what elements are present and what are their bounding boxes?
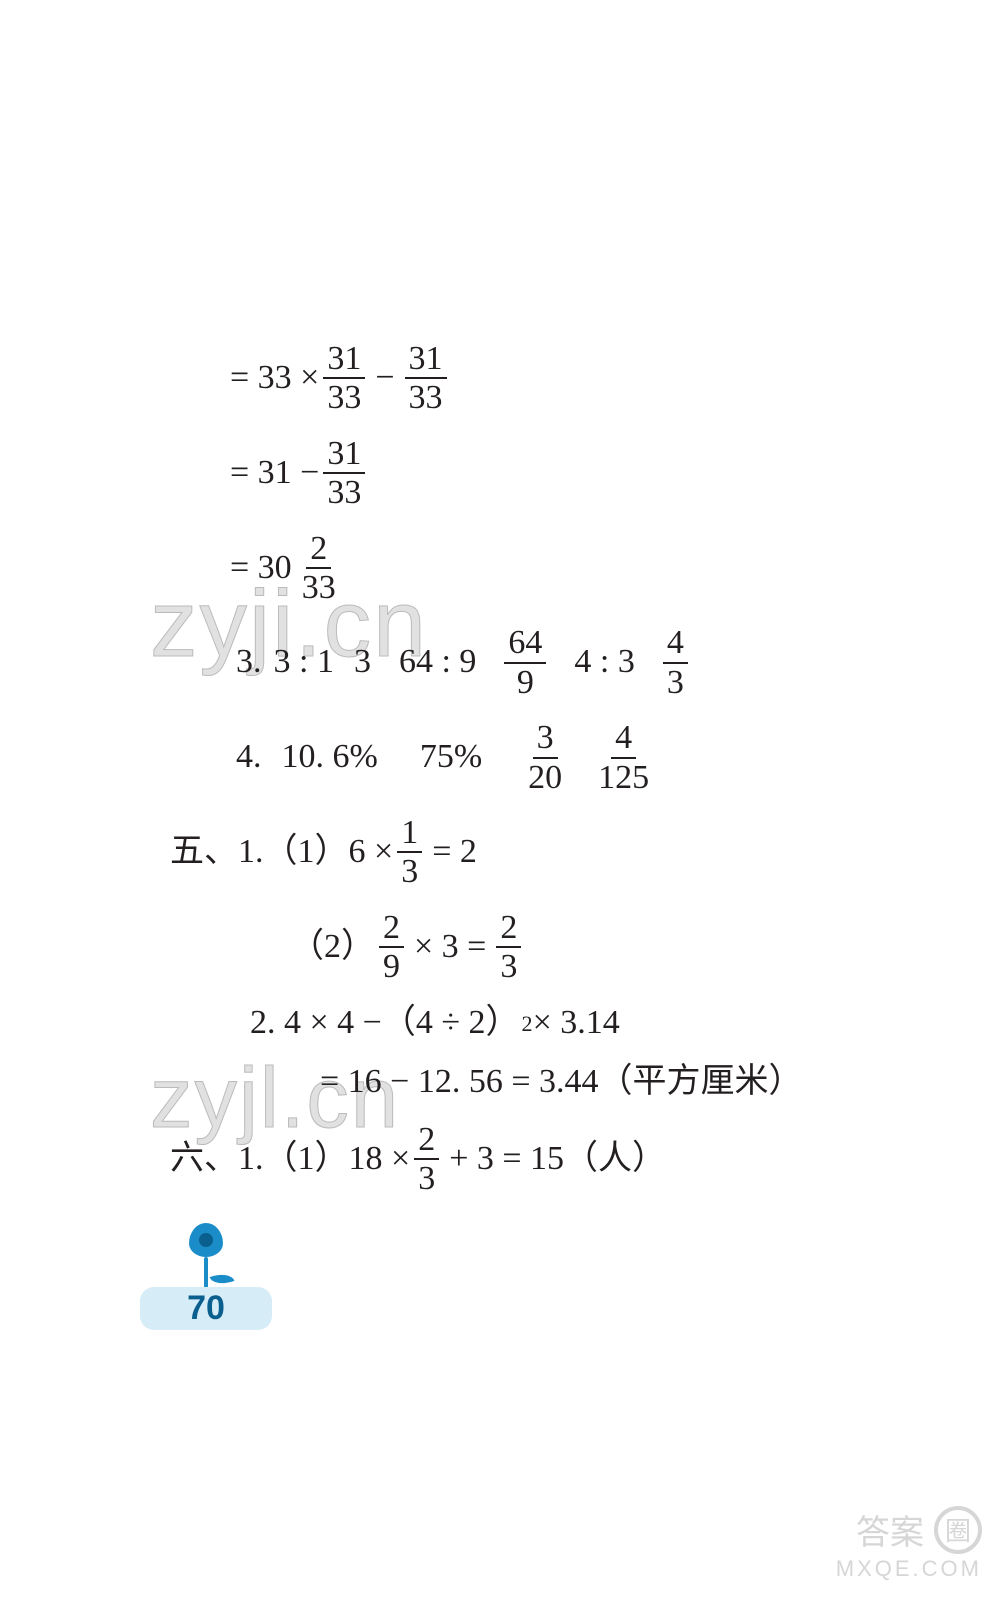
row3-a: 3 : 1 [274, 642, 334, 683]
eq3-lead: = 30 [230, 548, 292, 589]
row4-f2-den: 125 [594, 759, 653, 796]
row4-f1-num: 3 [533, 719, 558, 758]
corner-subtext: MXQE.COM [836, 1556, 982, 1582]
eq2-frac1: 31 33 [323, 435, 365, 512]
sec5d-text: = 16 − 12. 56 = 3.44（平方厘米） [320, 1062, 803, 1103]
sec6-tail: + 3 = 15（人） [449, 1139, 666, 1180]
page-badge: 70 [140, 1223, 272, 1330]
row3-f2-num: 4 [663, 624, 688, 663]
eq2-f1-num: 31 [323, 435, 365, 474]
sec5b-f1-num: 2 [379, 909, 404, 948]
sec5b-mid: × 3 = [414, 927, 486, 968]
equation-line-3: = 30 2 33 [230, 530, 940, 607]
sec6-f1-num: 2 [414, 1121, 439, 1160]
row3-c: 64 : 9 [399, 642, 476, 683]
eq1-lead: = 33 × [230, 358, 319, 399]
row3-frac1: 64 9 [504, 624, 546, 701]
sec5-lead: 五、1.（1）6 × [170, 832, 393, 873]
section-5-1-1: 五、1.（1）6 × 1 3 = 2 [170, 814, 940, 891]
section-6-1-1: 六、1.（1）18 × 2 3 + 3 = 15（人） [170, 1121, 940, 1198]
corner-watermark: 答案 圈 MXQE.COM [836, 1505, 982, 1582]
eq1-minus: − [375, 358, 394, 399]
sec5b-lead: （2） [290, 927, 375, 968]
sec5c-text: 2. 4 × 4 −（4 ÷ 2） [250, 1003, 520, 1044]
row4-frac2: 4 125 [594, 719, 653, 796]
sec5c-tail: × 3.14 [533, 1003, 620, 1044]
sec5c-sup: 2 [522, 1011, 533, 1038]
math-content: = 33 × 31 33 − 31 33 = 31 − 31 33 = 30 2… [200, 340, 940, 1216]
flower-icon [189, 1223, 223, 1257]
corner-circle-icon: 圈 [934, 1506, 982, 1554]
row4-lead: 4. [236, 737, 262, 778]
sec5-tail: = 2 [432, 832, 477, 873]
eq1-f2-den: 33 [405, 379, 447, 416]
leaf-icon [210, 1270, 235, 1289]
section-5-2a: 2. 4 × 4 −（4 ÷ 2） 2 × 3.14 [250, 1003, 940, 1044]
row4-b: 75% [420, 737, 482, 778]
eq3-f1-den: 33 [298, 569, 340, 606]
eq3-frac: 2 33 [298, 530, 340, 607]
row4-frac1: 3 20 [524, 719, 566, 796]
sec6-f1-den: 3 [414, 1160, 439, 1197]
row4-f2-num: 4 [611, 719, 636, 758]
row3-f1-den: 9 [513, 664, 538, 701]
row-4: 4. 10. 6% 75% 3 20 4 125 [230, 719, 940, 796]
sec5b-f1-den: 9 [379, 948, 404, 985]
eq1-f1-num: 31 [323, 340, 365, 379]
row3-d: 4 : 3 [574, 642, 634, 683]
section-5-1-2: （2） 2 9 × 3 = 2 3 [290, 909, 940, 986]
sec5b-f2-num: 2 [496, 909, 521, 948]
row3-f1-num: 64 [504, 624, 546, 663]
row3-f2-den: 3 [663, 664, 688, 701]
row3-frac2: 4 3 [663, 624, 688, 701]
corner-label: 答案 [856, 1505, 924, 1554]
sec5b-frac1: 2 9 [379, 909, 404, 986]
section-5-2b: = 16 − 12. 56 = 3.44（平方厘米） [320, 1062, 940, 1103]
eq3-f1-num: 2 [306, 530, 331, 569]
sec5b-f2-den: 3 [496, 948, 521, 985]
row3-lead: 3. [236, 642, 262, 683]
eq1-f1-den: 33 [323, 379, 365, 416]
row3-b: 3 [354, 642, 371, 683]
eq3-mixed: = 30 2 33 [230, 530, 344, 607]
row4-f1-den: 20 [524, 759, 566, 796]
eq2-f1-den: 33 [323, 474, 365, 511]
eq1-f2-num: 31 [405, 340, 447, 379]
sec6-frac1: 2 3 [414, 1121, 439, 1198]
equation-line-1: = 33 × 31 33 − 31 33 [230, 340, 940, 417]
sec6-lead: 六、1.（1）18 × [170, 1139, 410, 1180]
row-3: 3. 3 : 1 3 64 : 9 64 9 4 : 3 4 3 [230, 624, 940, 701]
page-number-pill: 70 [140, 1287, 272, 1330]
sec5-frac1: 1 3 [397, 814, 422, 891]
sec5b-frac2: 2 3 [496, 909, 521, 986]
equation-line-2: = 31 − 31 33 [230, 435, 940, 512]
row4-a: 10. 6% [282, 737, 378, 778]
eq1-frac1: 31 33 [323, 340, 365, 417]
sec5-f1-num: 1 [397, 814, 422, 853]
eq2-lead: = 31 − [230, 453, 319, 494]
sec5-f1-den: 3 [397, 853, 422, 890]
eq1-frac2: 31 33 [405, 340, 447, 417]
